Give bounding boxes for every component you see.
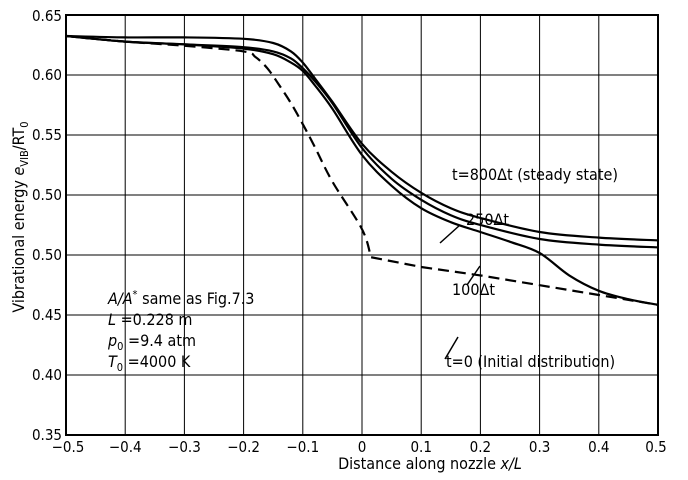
param-temperature: T0 =4000 K [108, 352, 191, 374]
x-tick-label: 0.3 [529, 438, 550, 456]
x-tick-label: 0.2 [470, 438, 491, 456]
x-tick-labels: −0.5 −0.4 −0.3 −0.2 −0.1 0 0.1 0.2 0.3 0.4 0.5 [52, 438, 667, 456]
y-tick-label: 0.40 [32, 366, 62, 384]
y-tick-label: 0.55 [32, 126, 62, 144]
label-250: 250Δt [466, 210, 509, 229]
leader-initial [444, 336, 459, 360]
x-tick-label: −0.5 [52, 438, 85, 456]
series-line-2 [65, 34, 659, 306]
plot-frame [65, 14, 659, 436]
x-tick-label: −0.4 [109, 438, 142, 456]
y-axis-label: Vibrational energy eVIB/RT0 [9, 121, 31, 312]
y-tick-label: 0.45 [32, 306, 62, 324]
x-tick-label: 0.4 [588, 438, 609, 456]
x-tick-label: 0.1 [410, 438, 431, 456]
y-tick-label: 0.50 [32, 246, 62, 264]
series-layer [65, 34, 659, 306]
param-pressure: p0 =9.4 atm [107, 331, 196, 353]
x-tick-label: 0.5 [645, 438, 666, 456]
leader-250 [439, 224, 461, 244]
x-tick-label: −0.3 [168, 438, 201, 456]
x-tick-label: 0 [358, 438, 367, 456]
series-line-3 [65, 34, 659, 306]
y-tick-label: 0.65 [32, 7, 62, 25]
param-area: A/A* same as Fig.7.3 [107, 288, 254, 308]
parameters-box: A/A* same as Fig.7.3 L =0.228 m p0 =9.4 … [107, 288, 254, 374]
y-tick-label: 0.50 [32, 186, 62, 204]
leader-100 [466, 265, 481, 286]
x-axis-label: Distance along nozzle x/L [338, 454, 522, 473]
y-tick-label: 0.35 [32, 426, 62, 444]
x-tick-label: −0.1 [286, 438, 319, 456]
param-length: L =0.228 m [108, 310, 192, 329]
grid [65, 14, 659, 436]
y-tick-label: 0.60 [32, 66, 62, 84]
label-initial-distribution: t=0 (Initial distribution) [446, 352, 615, 371]
label-steady-state: t=800Δt (steady state) [452, 165, 618, 184]
x-tick-label: −0.2 [227, 438, 260, 456]
y-tick-labels: 0.35 0.40 0.45 0.50 0.50 0.55 0.60 0.65 [32, 7, 62, 444]
label-100: 100Δt [452, 280, 495, 299]
